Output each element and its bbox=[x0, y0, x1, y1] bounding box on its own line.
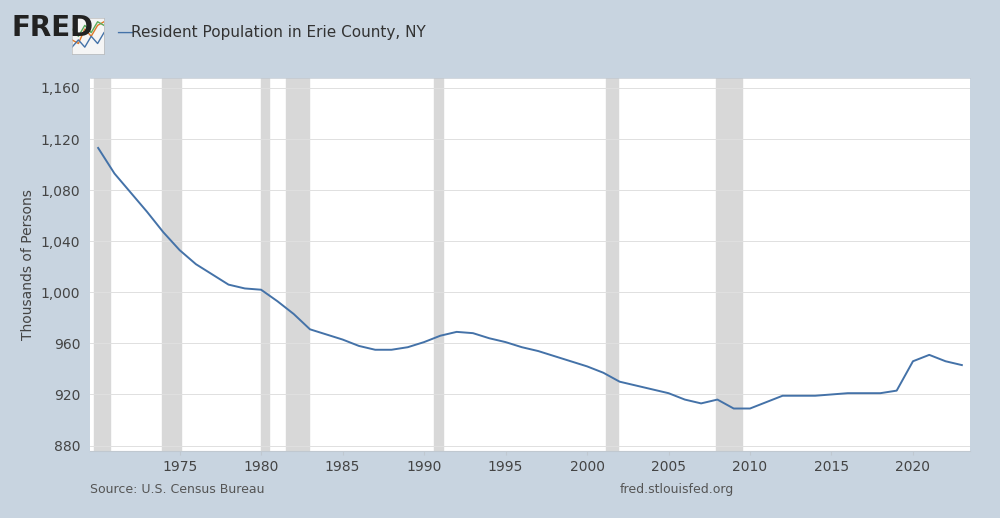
Text: Source: U.S. Census Bureau: Source: U.S. Census Bureau bbox=[90, 483, 264, 496]
Bar bbox=[606, 78, 618, 451]
Text: —: — bbox=[116, 23, 134, 41]
Bar bbox=[94, 78, 110, 451]
Bar bbox=[434, 78, 443, 451]
Bar bbox=[261, 78, 269, 451]
Text: fred.stlouisfed.org: fred.stlouisfed.org bbox=[620, 483, 734, 496]
Bar bbox=[716, 78, 742, 451]
Text: FRED: FRED bbox=[12, 15, 94, 42]
Bar bbox=[286, 78, 309, 451]
Y-axis label: Thousands of Persons: Thousands of Persons bbox=[21, 189, 35, 340]
Text: Resident Population in Erie County, NY: Resident Population in Erie County, NY bbox=[131, 25, 426, 39]
Bar bbox=[162, 78, 181, 451]
